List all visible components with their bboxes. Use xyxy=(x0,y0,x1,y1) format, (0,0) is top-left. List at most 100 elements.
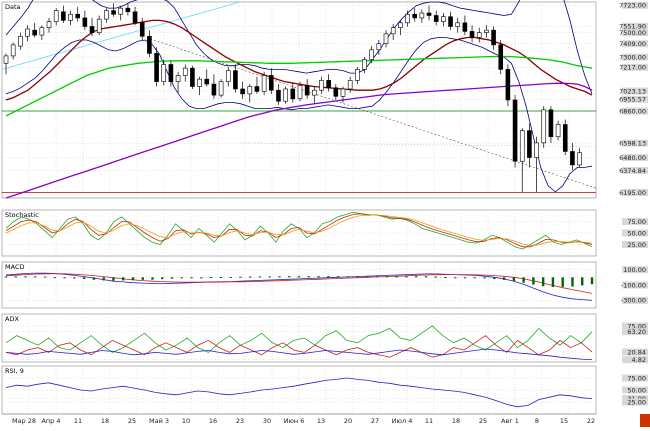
histogram-bar xyxy=(151,277,154,280)
series-adx xyxy=(5,348,593,360)
candle-body xyxy=(426,12,432,16)
candle-body xyxy=(53,10,59,22)
histogram-bar xyxy=(463,277,467,279)
y-tick-label: 7551.90 xyxy=(619,23,646,31)
histogram-bar xyxy=(53,277,57,279)
candle-body xyxy=(462,22,468,32)
candle-body xyxy=(75,13,80,19)
candle-body xyxy=(297,85,303,100)
candle-body xyxy=(290,88,296,100)
y-tick-label: 7409.00 xyxy=(619,40,646,48)
panel-title-bg xyxy=(3,263,39,271)
candle-body xyxy=(18,35,23,47)
y-tick-label: -300.00 xyxy=(621,297,646,305)
candle-body xyxy=(204,78,210,85)
candle-body xyxy=(233,70,238,90)
candle-body xyxy=(390,27,396,35)
candle-body xyxy=(555,124,561,138)
histogram-bar xyxy=(92,277,96,280)
candle-body xyxy=(283,88,288,102)
y-tick-label: 25.00 xyxy=(627,398,646,406)
histogram-bar xyxy=(4,276,8,278)
y-tick-label: 75.00 xyxy=(627,374,646,382)
candle-body xyxy=(261,75,267,92)
histogram-bar xyxy=(590,277,594,285)
histogram-bar xyxy=(473,277,476,279)
x-tick-label: 13 xyxy=(317,417,325,425)
series-ma_mid xyxy=(5,55,593,117)
x-tick-label: 11 xyxy=(425,417,433,425)
candle-body xyxy=(405,13,410,24)
panel-1: 75.00 50.00 25.00 Stochastic xyxy=(1,209,648,257)
candle-body xyxy=(25,28,30,37)
histogram-bar xyxy=(317,276,320,278)
candle-body xyxy=(111,10,116,15)
histogram-bar xyxy=(385,276,389,278)
candle-body xyxy=(254,86,260,92)
y-tick-label: 50.00 xyxy=(627,386,646,394)
histogram-bar xyxy=(336,276,340,278)
histogram-bar xyxy=(424,276,428,278)
histogram-bar xyxy=(434,276,437,278)
histogram-bar xyxy=(561,277,564,287)
y-tick-label: 7217.00 xyxy=(619,64,646,72)
y-tick-label-bg xyxy=(622,386,648,394)
y-tick-label-bg xyxy=(622,398,648,406)
candle-body xyxy=(383,33,389,44)
x-tick-label: 18 xyxy=(101,417,109,425)
histogram-bar xyxy=(73,277,76,279)
candle-body xyxy=(541,109,547,144)
histogram-bar xyxy=(571,277,574,287)
histogram-bar xyxy=(493,277,496,280)
candle-body xyxy=(469,31,475,38)
candle-body xyxy=(419,12,425,19)
histogram-bar xyxy=(366,276,369,278)
candle-body xyxy=(175,75,181,82)
candle-body xyxy=(218,81,224,96)
histogram-bar xyxy=(131,277,135,281)
candle-body xyxy=(448,16,453,27)
histogram-bar xyxy=(229,276,232,278)
panel-2: 100.00 -100.00 -300.00 MACD xyxy=(1,261,648,309)
candle-body xyxy=(89,26,95,33)
candle-body xyxy=(412,13,417,19)
y-tick-label: 7500.00 xyxy=(619,29,646,37)
histogram-bar xyxy=(112,277,115,281)
x-tick-label: 15 xyxy=(560,417,568,425)
histogram-bar xyxy=(248,276,252,278)
candle-body xyxy=(247,86,253,95)
y-tick-label: -100.00 xyxy=(621,281,646,289)
candle-body xyxy=(441,16,446,22)
histogram-bar xyxy=(209,277,213,279)
candle-body xyxy=(161,64,167,82)
histogram-bar xyxy=(102,277,105,281)
candle-body xyxy=(32,29,37,36)
x-tick-label: Июл 4 xyxy=(392,417,413,425)
corner-marker xyxy=(640,414,650,427)
y-tick-label: 7723.00 xyxy=(619,2,646,10)
y-tick-label-bg xyxy=(622,22,648,30)
candle-body xyxy=(347,80,353,90)
candle-body xyxy=(369,49,374,60)
candle-body xyxy=(82,17,88,27)
histogram-bar xyxy=(63,277,66,279)
histogram-bar xyxy=(551,277,555,287)
candle-body xyxy=(39,27,45,36)
candle-body xyxy=(570,151,575,166)
candle-body xyxy=(304,85,310,96)
candle-body xyxy=(61,11,66,21)
series-ma_long xyxy=(5,82,593,199)
panel-title: RSI, 9 xyxy=(5,367,24,375)
x-tick-label: Авг 1 xyxy=(501,417,519,425)
y-tick-label: 100.00 xyxy=(623,266,646,274)
candle-body xyxy=(225,70,231,82)
candle-body xyxy=(154,53,159,82)
candle-body xyxy=(312,89,317,96)
x-tick-label: 23 xyxy=(236,417,244,425)
candle-body xyxy=(527,130,532,158)
panel-title-bg xyxy=(3,315,39,323)
y-tick-label-bg xyxy=(622,1,648,9)
y-tick-label-bg xyxy=(622,241,648,248)
x-tick-label: 10 xyxy=(182,417,190,425)
